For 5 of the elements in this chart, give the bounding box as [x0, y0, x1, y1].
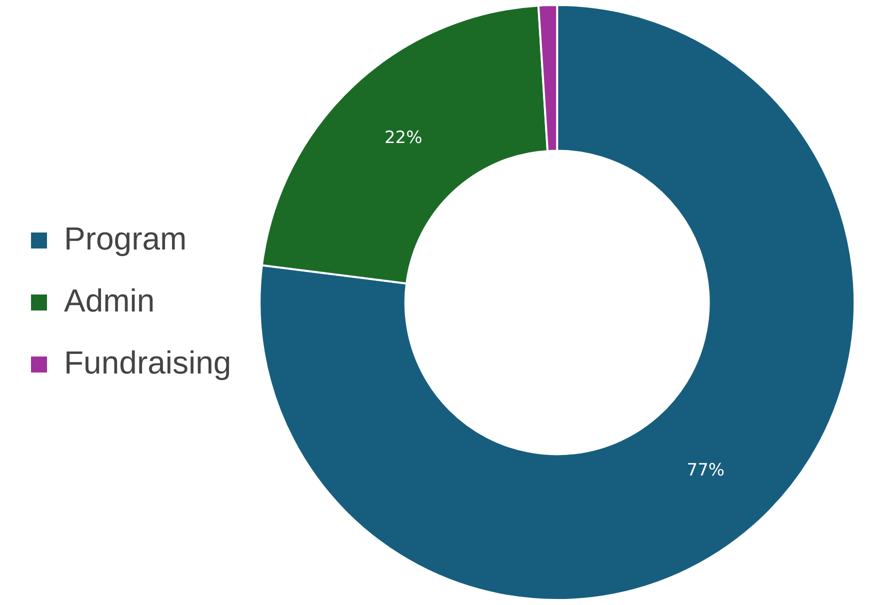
data-label: 77%	[686, 460, 725, 480]
legend-label: Program	[64, 220, 187, 256]
legend-label: Fundraising	[64, 344, 232, 380]
data-label: 22%	[384, 128, 422, 148]
legend-label: Admin	[64, 282, 155, 318]
